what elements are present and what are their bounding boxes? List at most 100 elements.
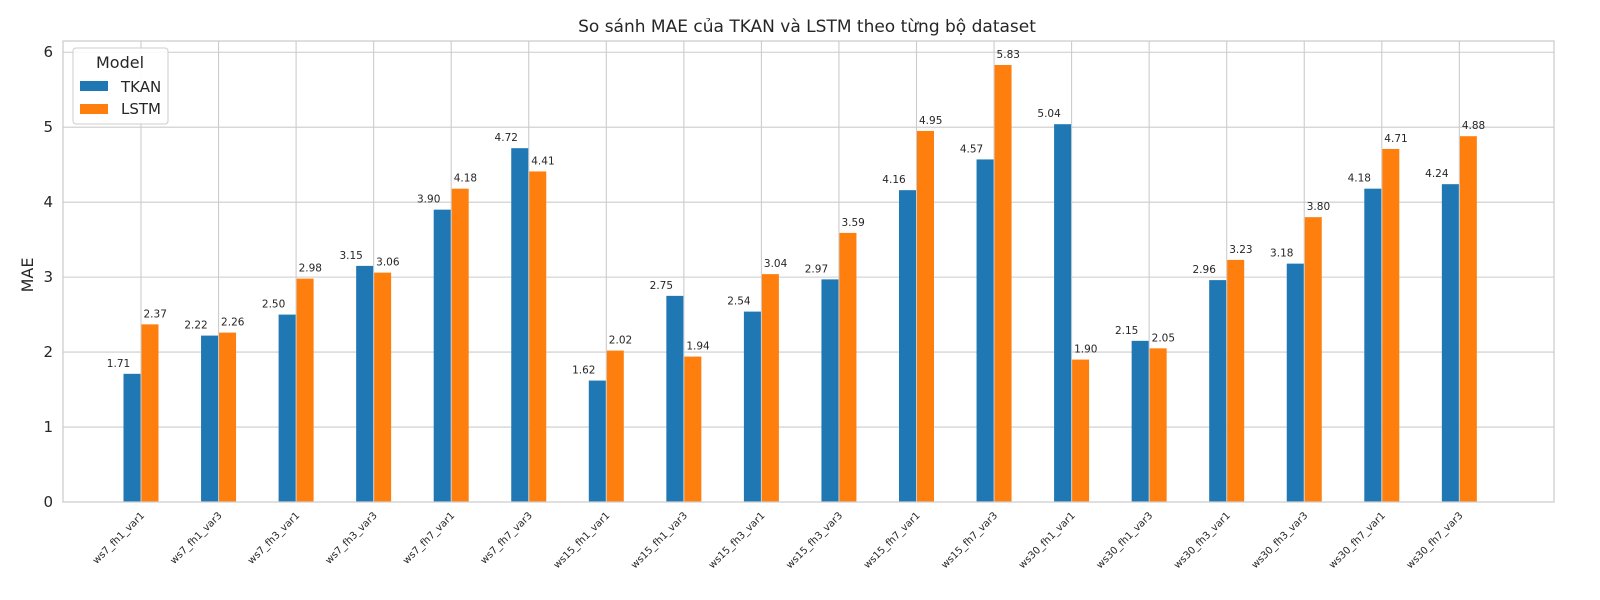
bar-lstm <box>296 278 314 502</box>
bar-lstm <box>1149 348 1167 502</box>
data-label-tkan: 2.22 <box>184 320 207 332</box>
y-tick-label: 5 <box>43 118 53 136</box>
bar-tkan <box>666 295 684 502</box>
bar-tkan <box>976 159 994 502</box>
bar-tkan <box>201 335 219 502</box>
bar-lstm <box>529 171 547 503</box>
bar-tkan <box>899 190 916 502</box>
bar-tkan <box>433 209 451 502</box>
x-tick-label: ws15_fh1_var1 <box>552 510 613 571</box>
bar-tkan <box>821 279 839 502</box>
y-tick-label: 4 <box>43 193 53 211</box>
legend-swatch-tkan <box>80 81 108 91</box>
legend-label-lstm: LSTM <box>121 100 161 118</box>
bar-tkan <box>588 380 606 502</box>
bar-lstm <box>684 356 702 502</box>
bar-lstm <box>917 130 934 502</box>
data-label-lstm: 3.59 <box>841 217 864 229</box>
bar-tkan <box>356 265 374 502</box>
data-label-lstm: 2.26 <box>221 317 245 329</box>
data-label-lstm: 4.88 <box>1462 120 1485 132</box>
bar-lstm <box>839 232 857 502</box>
bar-lstm <box>1459 136 1477 503</box>
data-label-lstm: 5.83 <box>997 49 1020 61</box>
data-label-lstm: 2.02 <box>609 335 632 347</box>
data-label-tkan: 4.72 <box>495 132 518 144</box>
x-tick-label: ws7_fh1_var1 <box>91 510 147 566</box>
data-label-tkan: 1.62 <box>572 365 595 377</box>
data-label-lstm: 2.05 <box>1152 332 1175 344</box>
plot-frame <box>62 40 1555 503</box>
data-labels-layer: 1.71 2.22 2.50 3.15 3.90 4.72 1.62 2.75 2.54 2.97… <box>107 49 1485 377</box>
bar-tkan <box>743 311 761 502</box>
x-tick-label: ws7_fh3_var1 <box>246 510 302 566</box>
data-label-tkan: 2.97 <box>805 263 828 275</box>
legend-label-tkan: TKAN <box>120 78 161 96</box>
data-label-tkan: 2.15 <box>1115 325 1138 337</box>
bar-lstm <box>761 274 779 502</box>
bar-lstm <box>1382 148 1400 502</box>
y-tick-label: 0 <box>43 493 53 511</box>
bar-tkan <box>1054 124 1072 502</box>
data-label-tkan: 3.15 <box>339 250 362 262</box>
bar-lstm <box>606 350 624 502</box>
bar-lstm <box>1072 359 1090 502</box>
legend: Model TKAN LSTM <box>72 47 169 125</box>
bar-tkan <box>1209 280 1227 502</box>
data-label-tkan: 1.71 <box>107 358 130 370</box>
x-tick-label: ws30_fh7_var3 <box>1405 510 1466 571</box>
x-tick-label: ws7_fh7_var1 <box>401 510 457 566</box>
bar-lstm <box>451 188 469 502</box>
data-label-tkan: 4.57 <box>960 143 983 155</box>
x-tick-label: ws15_fh7_var3 <box>939 510 1000 571</box>
data-label-lstm: 4.95 <box>919 115 942 127</box>
data-label-tkan: 3.18 <box>1270 248 1293 260</box>
bar-lstm <box>219 332 237 502</box>
y-tick-label: 1 <box>43 418 53 436</box>
grid-layer <box>63 41 1554 503</box>
data-label-lstm: 4.71 <box>1384 133 1407 145</box>
bar-lstm <box>994 64 1012 502</box>
bar-lstm <box>374 272 392 502</box>
data-label-lstm: 1.94 <box>686 341 710 353</box>
bar-tkan <box>1364 188 1382 502</box>
data-label-tkan: 5.04 <box>1037 108 1061 120</box>
data-label-lstm: 1.90 <box>1074 344 1097 356</box>
x-tick-label: ws30_fh7_var1 <box>1327 510 1388 571</box>
data-label-lstm: 3.04 <box>764 258 788 270</box>
bar-tkan <box>511 148 529 502</box>
data-label-lstm: 3.06 <box>376 257 400 269</box>
data-label-lstm: 3.80 <box>1307 201 1330 213</box>
bar-lstm <box>1304 217 1322 502</box>
x-tick-label: ws30_fh1_var1 <box>1017 510 1078 571</box>
x-tick-label: ws30_fh1_var3 <box>1095 510 1156 571</box>
x-tick-label: ws15_fh3_var1 <box>707 510 768 571</box>
x-tick-label: ws30_fh3_var1 <box>1172 510 1233 571</box>
x-ticks-layer: ws7_fh1_var1 ws7_fh1_var3 ws7_fh3_var1 ws7_… <box>91 510 1466 571</box>
y-axis-label: MAE <box>18 258 37 293</box>
y-tick-label: 2 <box>43 343 53 361</box>
legend-title: Model <box>96 53 144 72</box>
data-label-tkan: 4.16 <box>882 174 906 186</box>
data-label-tkan: 4.24 <box>1425 168 1449 180</box>
y-tick-label: 3 <box>43 268 53 286</box>
data-label-tkan: 2.75 <box>650 280 673 292</box>
bar-lstm <box>1227 259 1245 502</box>
data-label-lstm: 2.98 <box>299 263 322 275</box>
bar-tkan <box>123 373 141 502</box>
data-label-tkan: 4.18 <box>1348 173 1371 185</box>
data-label-tkan: 2.54 <box>727 296 751 308</box>
x-tick-label: ws30_fh3_var3 <box>1250 510 1311 571</box>
data-label-tkan: 2.96 <box>1193 264 1217 276</box>
legend-swatch-lstm <box>80 104 108 114</box>
bar-tkan <box>1441 184 1459 502</box>
data-label-lstm: 4.41 <box>531 155 554 167</box>
bar-tkan <box>1131 340 1149 502</box>
data-label-lstm: 4.18 <box>454 173 477 185</box>
y-tick-label: 6 <box>43 43 53 61</box>
y-ticks-layer: 0 1 2 3 4 5 6 <box>43 43 53 511</box>
chart-title: So sánh MAE của TKAN và LSTM theo từng b… <box>578 17 1036 37</box>
x-tick-label: ws7_fh3_var3 <box>324 510 380 566</box>
x-tick-label: ws15_fh1_var3 <box>629 510 690 571</box>
